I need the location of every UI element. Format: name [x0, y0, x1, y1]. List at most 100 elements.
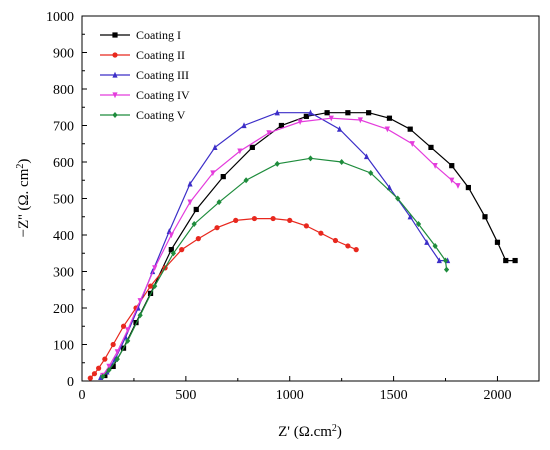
- data-point: [152, 265, 158, 272]
- data-point: [187, 199, 193, 206]
- legend-label: Coating V: [136, 108, 186, 122]
- data-point: [432, 163, 438, 169]
- data-point: [106, 363, 112, 370]
- data-point: [237, 148, 243, 155]
- legend-item: Coating II: [100, 48, 185, 62]
- data-point: [168, 232, 174, 239]
- data-point: [110, 341, 116, 348]
- y-tick-label: 500: [53, 193, 74, 208]
- data-point: [278, 122, 285, 129]
- series-line: [100, 112, 448, 378]
- data-point: [220, 174, 226, 180]
- data-point: [212, 144, 218, 150]
- data-point: [357, 117, 363, 124]
- data-point: [266, 130, 272, 136]
- data-point: [345, 110, 351, 116]
- series-2: [87, 215, 359, 381]
- data-point: [137, 298, 143, 304]
- legend-item: Coating I: [100, 28, 181, 42]
- data-point: [249, 144, 255, 150]
- data-point: [210, 170, 216, 177]
- data-point: [432, 242, 438, 249]
- data-point: [332, 237, 339, 244]
- data-point: [152, 283, 158, 290]
- legend-label: Coating II: [136, 48, 185, 62]
- data-point: [102, 356, 108, 362]
- data-point: [318, 230, 324, 236]
- data-point: [436, 257, 442, 264]
- data-point: [455, 183, 461, 189]
- data-point: [307, 155, 314, 162]
- data-point: [214, 225, 220, 231]
- data-point: [512, 257, 518, 264]
- legend-item: Coating IV: [100, 88, 190, 102]
- y-axis-ticks: 0 100 200 300 400 500 600 700 800 900 1000: [46, 10, 87, 390]
- legend-marker: [112, 52, 118, 58]
- data-point: [170, 250, 176, 257]
- data-point: [100, 373, 106, 380]
- legend: Coating I Coating II Coating III Coating IV…: [100, 28, 190, 122]
- data-point: [125, 327, 131, 334]
- data-point: [353, 247, 359, 253]
- data-point: [366, 110, 372, 116]
- y-tick-label: 1000: [46, 10, 74, 25]
- data-point: [307, 109, 314, 116]
- data-point: [395, 195, 401, 202]
- legend-label: Coating IV: [136, 88, 190, 102]
- data-point: [384, 126, 390, 133]
- data-point: [251, 215, 258, 222]
- series-5: [100, 155, 450, 380]
- data-point: [503, 257, 509, 264]
- data-point: [336, 125, 343, 132]
- y-tick-label: 600: [53, 156, 74, 171]
- data-point: [409, 141, 415, 147]
- series-3: [98, 109, 451, 380]
- data-point: [270, 215, 276, 222]
- data-point: [241, 122, 247, 129]
- data-point: [193, 206, 199, 213]
- data-point: [179, 247, 185, 253]
- data-point: [168, 247, 174, 253]
- data-point: [407, 126, 413, 132]
- legend-marker: [112, 71, 118, 78]
- data-point: [243, 177, 249, 184]
- data-point: [324, 110, 330, 116]
- data-point: [407, 213, 413, 220]
- data-point: [303, 113, 309, 119]
- legend-label: Coating III: [136, 68, 189, 82]
- data-point: [125, 337, 131, 344]
- data-point: [114, 356, 120, 363]
- data-point: [386, 115, 393, 121]
- data-point: [274, 160, 280, 167]
- y-tick-label: 900: [53, 47, 74, 62]
- data-point: [482, 214, 488, 220]
- data-point: [233, 217, 239, 223]
- x-tick-label: 1000: [276, 388, 304, 403]
- data-point: [368, 169, 374, 176]
- x-axis-ticks: 0 500 1000 1500 2000: [79, 376, 511, 403]
- data-point: [120, 323, 127, 329]
- data-point: [274, 109, 280, 116]
- y-tick-label: 100: [53, 339, 74, 354]
- data-point: [363, 153, 370, 160]
- data-point: [415, 221, 422, 228]
- data-point: [137, 312, 143, 319]
- series-line: [89, 218, 357, 379]
- data-point: [147, 283, 154, 289]
- x-tick-label: 1500: [380, 388, 408, 403]
- legend-marker: [112, 32, 118, 38]
- y-tick-label: 200: [53, 302, 74, 317]
- legend-marker: [112, 92, 118, 99]
- y-tick-label: 700: [53, 120, 74, 135]
- legend-marker: [112, 112, 118, 118]
- data-point: [87, 375, 93, 381]
- data-point: [191, 221, 197, 228]
- data-point: [303, 223, 309, 229]
- x-tick-label: 500: [175, 388, 196, 403]
- series-4: [100, 115, 461, 379]
- data-point: [114, 349, 120, 355]
- data-point: [106, 367, 112, 374]
- data-point: [297, 119, 303, 126]
- series-line: [102, 117, 459, 376]
